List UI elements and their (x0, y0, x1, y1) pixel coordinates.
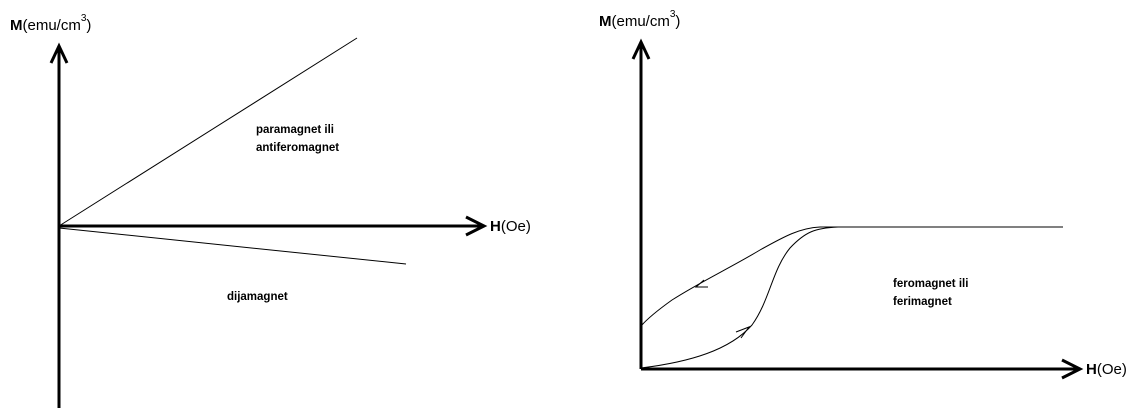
feromagnet-label-line2: ferimagnet (893, 296, 952, 308)
paramagnet-line (58, 37, 358, 227)
initial-curve-arrow (735, 325, 751, 339)
diamagnet-label: dijamagnet (227, 291, 288, 303)
left-x-axis-label: H(Oe) (490, 218, 531, 235)
diamagnet-line (58, 227, 407, 265)
right-x-axis-arrow (1061, 358, 1084, 380)
left-x-axis-arrow (465, 215, 488, 237)
right-y-axis-arrow (631, 38, 651, 60)
right-diagram: M(emu/cm3) H(Oe) feromagnet ili ferimagn… (599, 9, 1127, 380)
paramagnet-label-line2: antiferomagnet (256, 142, 339, 154)
paramagnet-label-line1: paramagnet ili (256, 124, 334, 136)
right-x-axis-label: H(Oe) (1086, 361, 1127, 378)
feromagnet-label-line1: feromagnet ili (893, 278, 968, 290)
left-y-axis-label: M(emu/cm3) (10, 13, 91, 34)
demagnetization-curve (640, 226, 821, 327)
left-y-axis-arrow (49, 42, 69, 64)
initial-magnetization-curve (640, 226, 839, 369)
right-y-axis-label: M(emu/cm3) (599, 9, 680, 30)
left-diagram: M(emu/cm3) H(Oe) paramagnet ili antifero… (10, 13, 531, 408)
demag-curve-arrow (694, 279, 708, 288)
